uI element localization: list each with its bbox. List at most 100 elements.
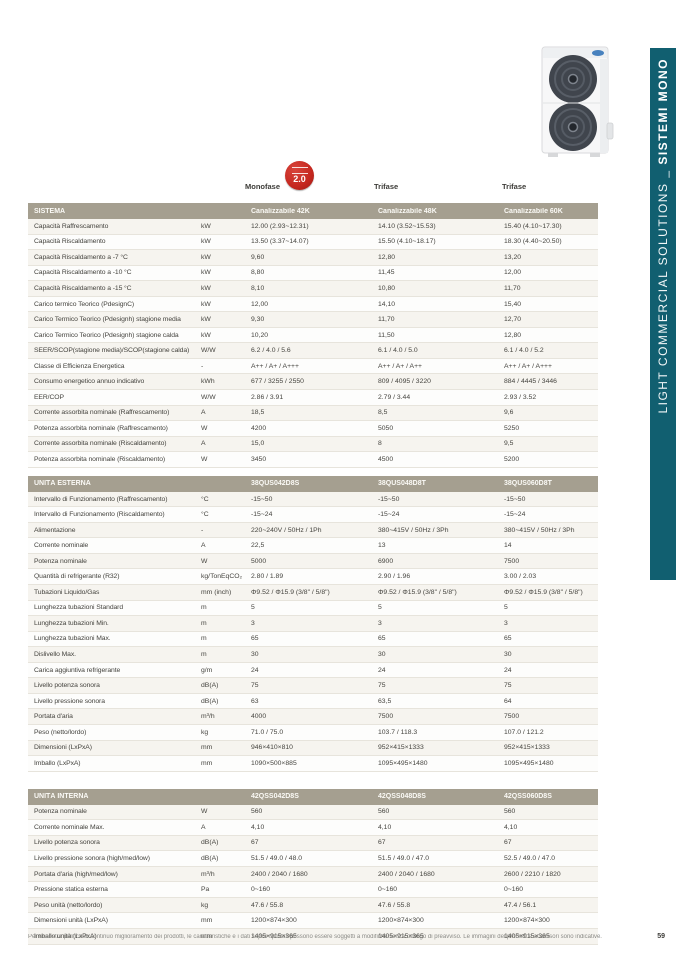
model-column-header-1: 38QUS048D8T	[378, 480, 426, 488]
spec-value-2: -15~50	[504, 495, 526, 503]
spec-value-2: 7500	[504, 713, 520, 721]
spec-value-1: 13	[378, 542, 386, 550]
spec-value-0: 220~240V / 50Hz / 1Ph	[251, 526, 322, 534]
spec-value-2: 3	[504, 619, 508, 627]
spec-value-0: -15~24	[251, 511, 273, 519]
spec-value-0: 51.5 / 49.0 / 48.0	[251, 855, 303, 862]
section-title: SISTEMA	[34, 207, 66, 215]
spec-label: Consumo energetico annuo indicativo	[34, 378, 145, 386]
spec-value-0: 22,5	[251, 542, 265, 550]
spec-label: Lunghezza tubazioni Standard	[34, 604, 124, 612]
spec-label: Tubazioni Liquido/Gas	[34, 588, 100, 596]
spec-unit: °C	[201, 511, 209, 519]
spec-value-2: 2600 / 2210 / 1820	[504, 870, 561, 878]
spec-value-0: A++ / A+ / A+++	[251, 362, 299, 370]
spec-value-0: 2.80 / 1.89	[251, 573, 284, 581]
table-row: Dimensioni (LxPxA) mm 946×410×810 952×415×1…	[28, 740, 598, 757]
spec-unit: dB(A)	[201, 839, 219, 847]
spec-label: Capacità Riscaldamento	[34, 238, 106, 246]
table-row: Portata d'aria m³/h 4000 7500 7500	[28, 709, 598, 725]
section-title: UNITÀ ESTERNA	[34, 480, 91, 488]
spec-value-2: 4,10	[504, 823, 518, 831]
spec-value-2: 5250	[504, 424, 520, 432]
table-row: Corrente assorbita nominale (Riscaldamen…	[28, 436, 598, 453]
table-row: Livello potenza sonora dB(A) 75 75 75	[28, 678, 598, 694]
table-row: EER/COP W/W 2.86 / 3.91 2.79 / 3.44 2.93 / 3…	[28, 390, 598, 406]
spec-unit: W	[201, 424, 208, 432]
table-row: Lunghezza tubazioni Min. m 3 3 3	[28, 616, 598, 632]
spec-value-2: 75	[504, 682, 512, 690]
spec-unit: m	[201, 604, 207, 612]
spec-value-0: 8,80	[251, 269, 265, 277]
spec-label: Carico termico Teorico (PdesignC)	[34, 300, 135, 308]
table-row: SEER/SCOP(stagione media)/SCOP(stagione …	[28, 343, 598, 359]
spec-label: Corrente assorbita nominale (Raffrescame…	[34, 409, 170, 417]
model-column-header-1: 42QSS048D8S	[378, 793, 426, 801]
spec-value-0: 13.50 (3.37~14.07)	[251, 238, 309, 246]
spec-label: Peso unità (netto/lordo)	[34, 901, 103, 909]
spec-value-1: 11,45	[378, 269, 395, 277]
spec-unit: W	[201, 455, 208, 463]
spec-value-1: 3	[378, 619, 382, 627]
phase-label-trifase-2: Trifase	[502, 182, 527, 191]
table-row: Tubazioni Liquido/Gas mm (inch) Φ9.52 / Φ1…	[28, 585, 598, 601]
spec-value-2: 15.40 (4.10~17.30)	[504, 222, 562, 230]
spec-label: Potenza nominale	[34, 808, 87, 816]
spec-value-0: 9,60	[251, 253, 265, 261]
spec-value-2: 15,40	[504, 300, 522, 308]
spec-value-1: 14.10 (3.52~15.53)	[378, 222, 436, 230]
spec-unit: m³/h	[201, 870, 215, 878]
spec-unit: kg	[201, 728, 209, 736]
spec-value-0: 3450	[251, 455, 267, 463]
model-column-header-2: 38QUS060D8T	[504, 480, 552, 488]
spec-unit: mm	[201, 917, 213, 925]
spec-unit: A	[201, 542, 206, 550]
spec-value-0: 24	[251, 666, 259, 674]
spec-value-0: 1090×500×885	[251, 759, 297, 767]
spec-unit: W	[201, 808, 208, 816]
spec-value-2: 64	[504, 697, 512, 705]
table-row: Capacità Riscaldamento kW 13.50 (3.37~14.0…	[28, 234, 598, 251]
spec-label: Livello potenza sonora	[34, 682, 100, 690]
table-row: Imballo (LxPxA) mm 1090×500×885 1095×495×14…	[28, 756, 598, 772]
spec-unit: W/W	[201, 393, 216, 401]
spec-unit: -	[201, 362, 204, 370]
spec-value-2: A++ / A+ / A+++	[504, 362, 552, 370]
model-column-header-0: 38QUS042D8S	[251, 480, 300, 488]
spec-value-2: Φ9.52 / Φ15.9 (3/8" / 5/8")	[504, 588, 583, 596]
table-row: Peso (netto/lordo) kg 71.0 / 75.0 103.7 / 1…	[28, 724, 598, 741]
spec-value-1: 8,5	[378, 409, 388, 417]
spec-value-1: 47.6 / 55.8	[378, 901, 411, 909]
table-row: Carica aggiuntiva refrigerante g/m 24 24 24	[28, 662, 598, 679]
spec-value-2: 0~160	[504, 886, 524, 894]
spec-value-0: 15,0	[251, 440, 265, 448]
model-column-header-2: Canalizzabile 60K	[504, 207, 563, 215]
spec-value-0: 75	[251, 682, 259, 690]
spec-value-2: 3.00 / 2.03	[504, 573, 537, 581]
spec-value-0: 1405×915×365	[251, 932, 297, 940]
spec-value-0: 5	[251, 604, 255, 612]
spec-value-2: 47.4 / 56.1	[504, 901, 537, 909]
outdoor-unit-illustration	[541, 46, 614, 157]
technology-2-0-badge: 2.0	[285, 161, 314, 190]
spec-value-0: 12.00 (2.93~12.31)	[251, 222, 309, 230]
spec-value-2: 12,00	[504, 269, 522, 277]
spec-value-0: 30	[251, 650, 259, 658]
spec-value-0: 6.2 / 4.0 / 5.6	[251, 347, 291, 355]
spec-value-1: 65	[378, 635, 386, 643]
table-row: Capacità Riscaldamento a -15 °C kW 8,10 10,…	[28, 281, 598, 297]
phase-label-monofase: Monofase	[245, 182, 281, 191]
spec-value-1: 4,10	[378, 823, 392, 831]
spec-value-0: 4200	[251, 424, 267, 432]
spec-unit: A	[201, 823, 206, 831]
spec-value-0: 560	[251, 808, 263, 816]
table-row: Corrente nominale A 22,5 13 14	[28, 538, 598, 554]
spec-value-0: 8,10	[251, 284, 265, 292]
spec-label: SEER/SCOP(stagione media)/SCOP(stagione …	[34, 347, 190, 355]
table-row: Livello pressione sonora (high/med/low) d…	[28, 851, 598, 867]
table-row: Capacità Riscaldamento a -10 °C kW 8,80 11,…	[28, 265, 598, 282]
table-row: Dislivello Max. m 30 30 30	[28, 647, 598, 663]
spec-value-1: 11,70	[378, 316, 395, 324]
spec-value-0: 677 / 3255 / 2550	[251, 378, 304, 386]
spec-unit: -	[201, 526, 204, 534]
